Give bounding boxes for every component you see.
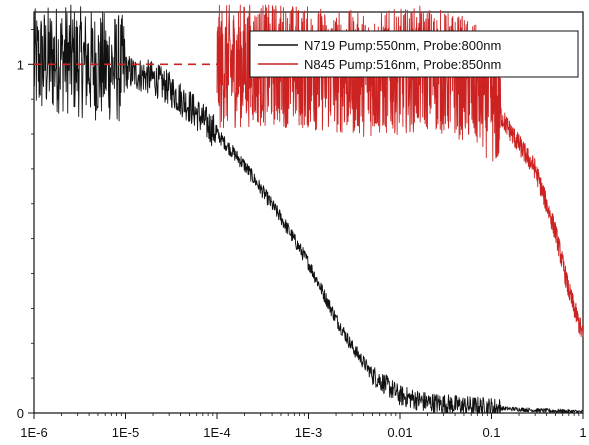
x-tick-label: 0.01 (387, 425, 412, 440)
x-tick-label: 1E-4 (203, 425, 230, 440)
legend-label: N845 Pump:516nm, Probe:850nm (304, 57, 501, 72)
y-tick-label: 0 (17, 406, 24, 421)
x-tick-label: 1E-6 (20, 425, 47, 440)
y-tick-label: 1 (17, 57, 24, 72)
x-tick-label: 0.1 (482, 425, 500, 440)
series-n845-line (216, 4, 584, 338)
legend-box (249, 30, 579, 78)
legend-label: N719 Pump:550nm, Probe:800nm (304, 38, 501, 53)
x-tick-label: 1E-5 (112, 425, 139, 440)
series-n719-line (33, 4, 584, 414)
x-tick-label: 1 (579, 425, 586, 440)
x-tick-label: 1E-3 (295, 425, 322, 440)
